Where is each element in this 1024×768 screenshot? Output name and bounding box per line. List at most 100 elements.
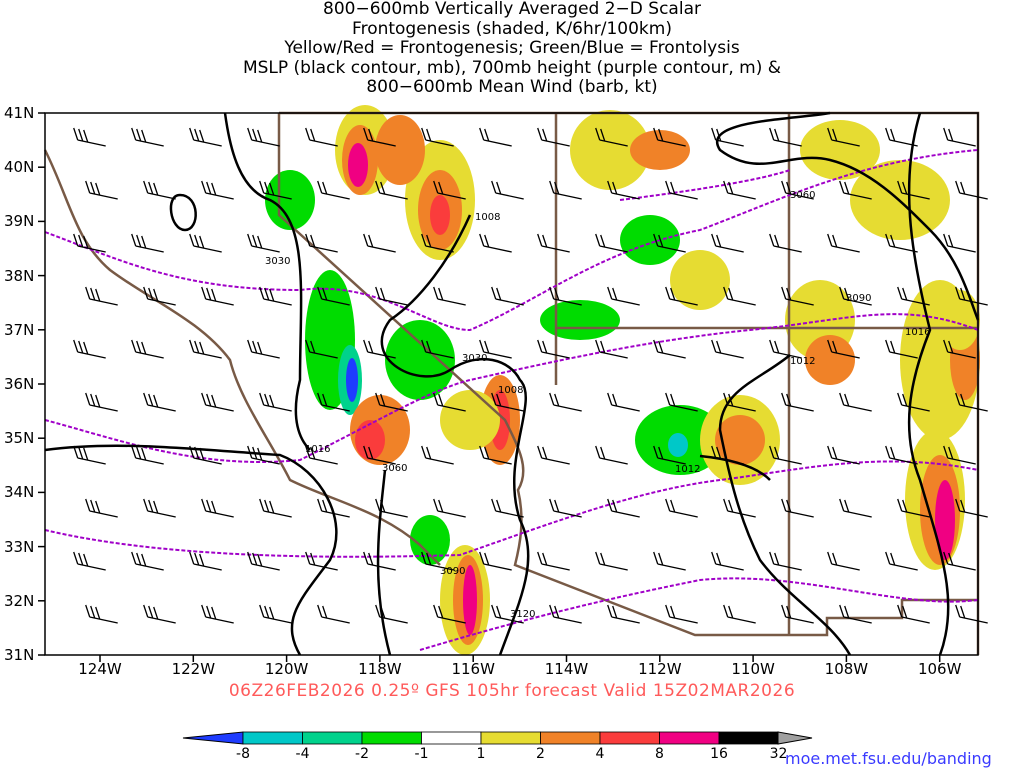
wind-barb [259, 604, 292, 624]
shading-cell [265, 170, 315, 230]
mslp-contour [716, 111, 980, 321]
wind-barb [827, 551, 860, 571]
wind-barb [433, 604, 466, 624]
wind-barb [201, 180, 234, 200]
wind-barb [839, 180, 872, 200]
wind-barb [375, 498, 408, 518]
credit-link[interactable]: moe.met.fsu.edu/banding [785, 749, 992, 768]
wind-barb [491, 604, 524, 624]
wind-barb [189, 233, 222, 253]
wind-barb [305, 127, 338, 147]
lat-label: 39N [4, 212, 35, 231]
wind-barb [131, 233, 164, 253]
lat-label: 40N [4, 158, 35, 177]
wind-barb [363, 551, 396, 571]
wind-barb [955, 498, 988, 518]
wind-barb [317, 498, 350, 518]
lon-label: 106W [917, 660, 962, 678]
wind-barb [711, 127, 744, 147]
wind-barb [595, 233, 628, 253]
wind-barb [897, 604, 930, 624]
colorbar-swatch [361, 731, 422, 745]
colorbar-label: -8 [236, 746, 250, 762]
wind-barb [491, 498, 524, 518]
lon-label: 118W [358, 660, 402, 678]
wind-barb [479, 339, 512, 359]
wind-barb [769, 551, 802, 571]
wind-barb [73, 127, 106, 147]
wind-barb [943, 233, 976, 253]
lat-label: 35N [4, 429, 35, 448]
wind-barb [143, 604, 176, 624]
wind-barb [143, 286, 176, 306]
wind-barb [317, 180, 350, 200]
wind-barb [305, 233, 338, 253]
shading-cell [540, 300, 620, 340]
wind-barb [85, 392, 118, 412]
wind-barb [433, 392, 466, 412]
wind-barb [665, 604, 698, 624]
wind-barb [885, 551, 918, 571]
wind-barb [131, 339, 164, 359]
lat-label: 41N [4, 104, 35, 122]
wind-barb [189, 127, 222, 147]
colorbar-label: 1 [476, 746, 486, 762]
wind-barb [375, 392, 408, 412]
shading-cell [355, 420, 385, 460]
title-line: 800−600mb Mean Wind (barb, kt) [366, 77, 658, 97]
lat-label: 31N [4, 646, 35, 664]
wind-barb [711, 233, 744, 253]
wind-barb [885, 127, 918, 147]
mslp-label: 1012 [675, 464, 700, 475]
wind-barb [839, 286, 872, 306]
title-line: 800−600mb Vertically Averaged 2−D Scalar [323, 0, 701, 19]
wind-barb [827, 445, 860, 465]
shading-cell [940, 290, 980, 350]
wind-barb [653, 551, 686, 571]
height-label: 3090 [846, 293, 871, 304]
mslp-label: 1016 [305, 444, 330, 455]
colorbar-label: -1 [414, 746, 429, 762]
wind-barb [537, 551, 570, 571]
wind-barb [131, 127, 164, 147]
wind-barb [247, 127, 280, 147]
wind-barb [723, 498, 756, 518]
shading-cell [800, 120, 880, 180]
mslp-contour [223, 112, 311, 451]
wind-barb [943, 445, 976, 465]
wind-barb [827, 127, 860, 147]
wind-barb [363, 339, 396, 359]
wind-barb [85, 180, 118, 200]
wind-barb [897, 392, 930, 412]
wind-barb [665, 180, 698, 200]
wind-barb [201, 286, 234, 306]
lon-label: 116W [451, 660, 495, 678]
wind-barb [73, 445, 106, 465]
height-contour [44, 460, 979, 558]
mslp-label: 1016 [905, 327, 930, 338]
wind-barb [375, 180, 408, 200]
height-label: 3030 [265, 256, 290, 267]
wind-barb [259, 498, 292, 518]
wind-barb [143, 180, 176, 200]
mslp-label: 1008 [498, 385, 523, 396]
wind-barb [491, 392, 524, 412]
colorbar-swatch [718, 731, 779, 745]
title-line: MSLP (black contour, mb), 700mb height (… [242, 57, 782, 78]
wind-barb [479, 551, 512, 571]
wind-barb [897, 180, 930, 200]
wind-barb [781, 498, 814, 518]
wind-barb [131, 551, 164, 571]
height-label: 3090 [440, 566, 465, 577]
lat-label: 32N [4, 591, 35, 610]
shading-cell [430, 195, 450, 235]
height-contour [619, 169, 791, 201]
wind-barb [259, 180, 292, 200]
mslp-contour [44, 444, 338, 656]
frontogenesis-shading [265, 105, 980, 655]
wind-barb [247, 445, 280, 465]
colorbar-swatch [599, 731, 660, 745]
wind-barb [781, 604, 814, 624]
wind-barb [885, 233, 918, 253]
